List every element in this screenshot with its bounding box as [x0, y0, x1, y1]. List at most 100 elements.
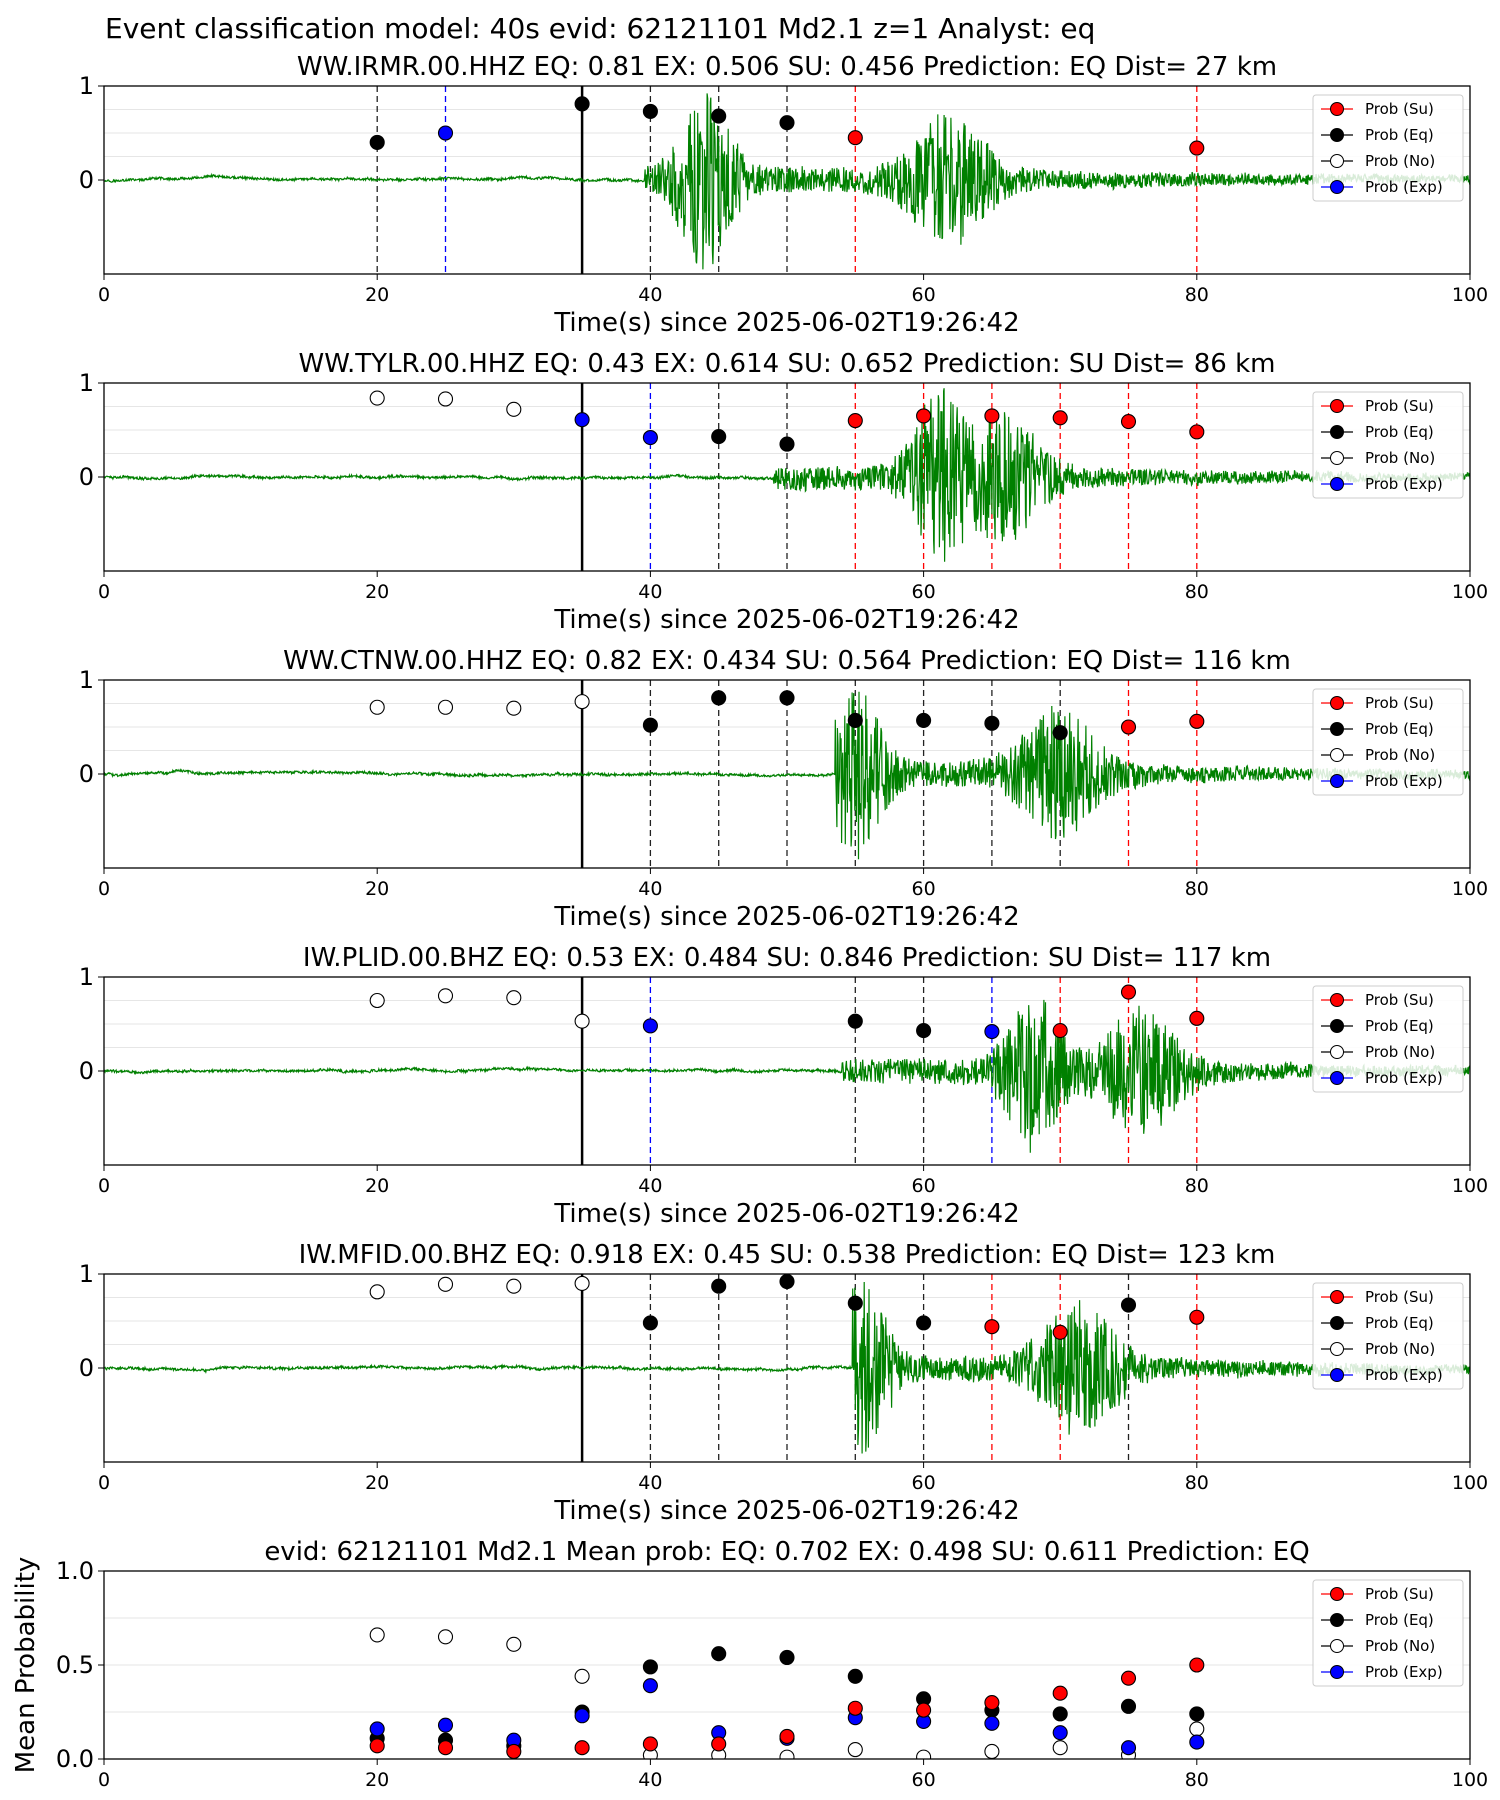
panel-title: WW.CTNW.00.HHZ EQ: 0.82 EX: 0.434 SU: 0.…: [283, 646, 1291, 676]
prob-point-no: [369, 390, 385, 406]
y-tick-label: 1: [79, 72, 94, 100]
x-tick-label: 80: [1185, 284, 1209, 306]
y-tick-label: 1: [79, 1260, 94, 1288]
mean-prob-point-eq: [779, 1649, 795, 1666]
prob-point-su: [1052, 1324, 1068, 1340]
panel-1: WW.IRMR.00.HHZ EQ: 0.81 EX: 0.506 SU: 0.…: [79, 52, 1488, 338]
legend-entry: Prob (Su): [1321, 1585, 1434, 1603]
mean-prob-point-no: [574, 1668, 590, 1684]
x-tick-label: 80: [1185, 878, 1209, 900]
legend-entry: Prob (No): [1321, 1043, 1435, 1061]
prob-point-eq: [711, 429, 727, 445]
mean-prob-point-no: [916, 1749, 932, 1759]
prob-point-eq: [916, 1315, 932, 1331]
mean-prob-point-su: [1120, 1670, 1137, 1686]
prob-point-su: [1189, 424, 1205, 440]
x-axis-label: Time(s) since 2025-06-02T19:26:42: [553, 1496, 1019, 1526]
legend-frame: [1312, 1579, 1464, 1687]
legend-label: Prob (Eq): [1365, 1314, 1434, 1332]
mean-prob-point-eq: [847, 1668, 863, 1684]
prob-point-exp: [574, 412, 590, 428]
x-tick-label: 100: [1452, 1769, 1488, 1791]
prob-point-su: [1052, 410, 1068, 426]
prob-point-exp: [642, 1018, 658, 1034]
prob-point-no: [437, 391, 454, 407]
panel-2: WW.TYLR.00.HHZ EQ: 0.43 EX: 0.614 SU: 0.…: [79, 349, 1488, 635]
x-tick-label: 100: [1452, 284, 1488, 306]
x-tick-label: 0: [98, 1175, 110, 1197]
x-tick-label: 0: [98, 1769, 110, 1791]
prob-point-eq: [711, 108, 727, 124]
mean-prob-point-exp: [574, 1708, 590, 1724]
mean-prob-point-eq: [1052, 1706, 1068, 1722]
mean-prob-point-no: [369, 1627, 385, 1643]
mean-prob-point-su: [711, 1736, 727, 1752]
legend-entry: Prob (Exp): [1321, 178, 1443, 196]
panel-title: IW.PLID.00.BHZ EQ: 0.53 EX: 0.484 SU: 0.…: [303, 943, 1271, 973]
legend-marker: [1330, 1342, 1344, 1356]
plot-area: [104, 1274, 1470, 1462]
prob-point-eq: [779, 115, 795, 131]
legend-marker: [1330, 1045, 1344, 1059]
mean-prob-point-no: [1052, 1740, 1068, 1756]
x-tick-label: 20: [365, 878, 389, 900]
legend-frame: [1312, 688, 1464, 796]
legend-entry: Prob (Su): [1321, 100, 1434, 118]
prob-point-eq: [916, 712, 932, 728]
legend-label: Prob (Su): [1365, 1585, 1434, 1603]
y-tick-label: 1.0: [56, 1557, 94, 1585]
y-axis-label: Mean Probability: [11, 1557, 41, 1774]
prob-point-eq: [779, 690, 795, 706]
legend-frame: [1312, 94, 1464, 202]
x-tick-label: 40: [638, 1175, 662, 1197]
x-tick-label: 60: [912, 581, 936, 603]
legend-label: Prob (No): [1365, 1340, 1435, 1358]
x-tick-label: 60: [912, 1175, 936, 1197]
legend-marker: [1330, 477, 1344, 491]
prob-point-no: [506, 1278, 522, 1294]
panel-title: evid: 62121101 Md2.1 Mean prob: EQ: 0.70…: [264, 1537, 1309, 1567]
legend-marker: [1330, 1019, 1344, 1033]
y-tick-label: 1: [79, 666, 94, 694]
waveform-trace: [104, 93, 1470, 270]
mean-prob-point-no: [1189, 1721, 1205, 1737]
panel-5: IW.MFID.00.BHZ EQ: 0.918 EX: 0.45 SU: 0.…: [79, 1240, 1488, 1526]
panel-4: IW.PLID.00.BHZ EQ: 0.53 EX: 0.484 SU: 0.…: [79, 943, 1488, 1229]
legend-entry: Prob (No): [1321, 1340, 1435, 1358]
legend-marker: [1330, 748, 1344, 762]
legend-marker: [1330, 1587, 1344, 1601]
prob-point-no: [369, 1284, 385, 1300]
legend-label: Prob (Exp): [1365, 1069, 1443, 1087]
legend: Prob (Su) Prob (Eq) Prob (No) Prob (Exp): [1312, 985, 1464, 1093]
x-tick-label: 20: [365, 1175, 389, 1197]
legend-frame: [1312, 391, 1464, 499]
prob-point-su: [847, 130, 863, 146]
legend-marker: [1330, 128, 1344, 142]
figure-suptitle: Event classification model: 40s evid: 62…: [105, 12, 1095, 45]
mean-prob-point-exp: [1052, 1725, 1068, 1741]
plot-area: [104, 977, 1470, 1165]
prob-point-no: [437, 988, 454, 1004]
legend-label: Prob (Eq): [1365, 1611, 1434, 1629]
mean-prob-point-no: [437, 1629, 454, 1645]
x-tick-label: 20: [365, 1769, 389, 1791]
x-tick-label: 40: [638, 284, 662, 306]
legend-frame: [1312, 1282, 1464, 1390]
prob-point-su: [984, 1319, 1000, 1335]
legend-entry: Prob (Eq): [1321, 720, 1434, 738]
mean-prob-point-su: [984, 1695, 1000, 1711]
prob-point-eq: [779, 1274, 795, 1290]
prob-point-no: [574, 1275, 590, 1291]
legend-entry: Prob (Eq): [1321, 423, 1434, 441]
legend-entry: Prob (No): [1321, 449, 1435, 467]
x-tick-label: 60: [912, 878, 936, 900]
legend-entry: Prob (No): [1321, 152, 1435, 170]
legend-label: Prob (Su): [1365, 100, 1434, 118]
panel-title: IW.MFID.00.BHZ EQ: 0.918 EX: 0.45 SU: 0.…: [299, 1240, 1276, 1270]
prob-point-su: [1189, 1010, 1205, 1026]
x-tick-label: 100: [1452, 581, 1488, 603]
prob-point-exp: [984, 1023, 1000, 1040]
prob-point-no: [437, 1276, 454, 1292]
prob-point-su: [1120, 413, 1137, 430]
plot-area: [104, 86, 1470, 274]
